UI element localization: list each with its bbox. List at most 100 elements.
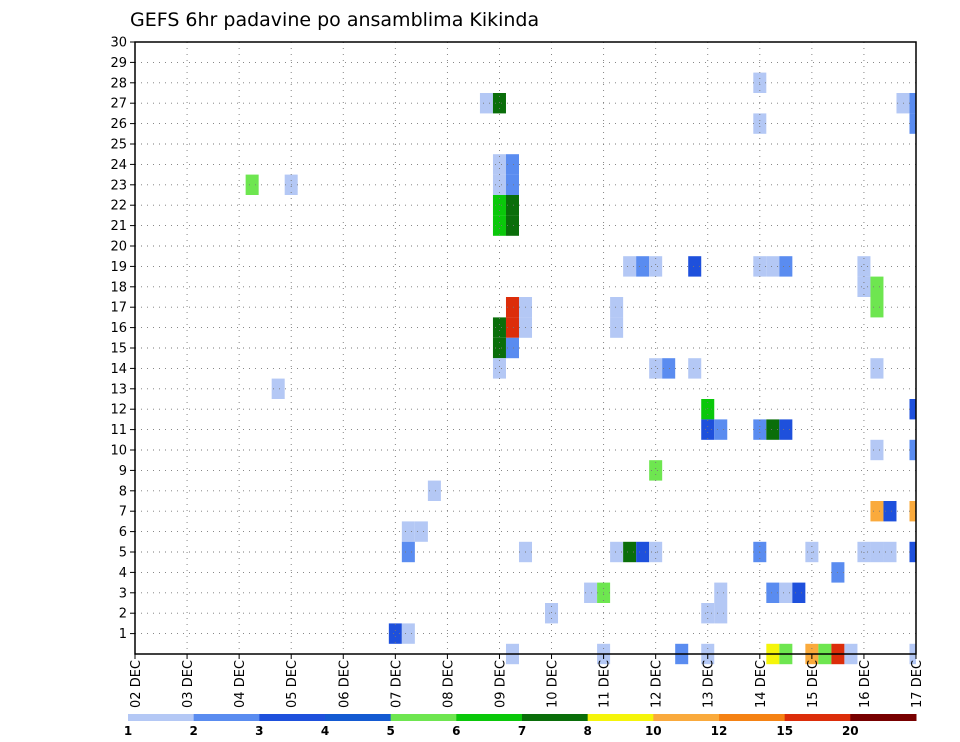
cell-m27-4	[909, 93, 916, 114]
cell-m5-62	[623, 541, 637, 563]
legend-label-15: 15	[776, 724, 793, 738]
legend-label-12: 12	[711, 724, 728, 738]
legend-swatch-3	[259, 714, 326, 721]
cell-m11-46	[714, 419, 728, 440]
x-tick-label-7: 09 DEC	[494, 660, 509, 708]
cell-m9-52	[649, 460, 663, 481]
legend-swatch-12	[850, 714, 917, 721]
cell-m7-54	[870, 501, 884, 522]
cell-m19-22	[766, 256, 780, 277]
cell-m2-79	[701, 603, 715, 624]
y-tick-label-26: 26	[110, 117, 127, 132]
legend-swatch-8	[587, 714, 654, 721]
cell-m5-70	[909, 541, 916, 563]
legend-label-8: 8	[584, 724, 592, 738]
y-tick-label-23: 23	[110, 178, 127, 193]
x-tick-label-14: 16 DEC	[858, 660, 873, 708]
x-tick-label-3: 05 DEC	[285, 660, 300, 708]
cell-m18-25	[857, 276, 871, 297]
y-tick-label-2: 2	[119, 607, 127, 622]
y-tick-label-21: 21	[110, 219, 127, 234]
x-tick-label-8: 10 DEC	[546, 660, 561, 708]
y-tick-label-7: 7	[119, 505, 127, 520]
legend-swatch-2	[193, 714, 260, 721]
cell-m3-76	[779, 582, 793, 603]
cells-layer	[245, 72, 916, 665]
grid-layer	[135, 42, 916, 654]
cell-m3-75	[766, 582, 780, 603]
y-tick-label-5: 5	[119, 546, 127, 561]
y-tick-label-9: 9	[119, 464, 127, 479]
cell-m1-82	[401, 623, 415, 644]
cell-m13-42	[271, 378, 285, 399]
y-tick-label-8: 8	[119, 484, 127, 499]
x-tick-label-10: 12 DEC	[650, 660, 665, 708]
cell-m5-68	[870, 541, 884, 563]
cell-m2-80	[714, 603, 728, 624]
y-tick-label-19: 19	[110, 260, 127, 275]
cell-m22-14	[505, 195, 519, 216]
legend-swatch-1	[128, 714, 195, 721]
x-tick-label-9: 11 DEC	[598, 660, 613, 708]
y-tick-label-25: 25	[110, 138, 127, 153]
cell-m17-27	[505, 297, 519, 318]
cell-m24-7	[492, 154, 506, 175]
legend-swatch-4	[325, 714, 392, 721]
legend-label-20: 20	[842, 724, 859, 738]
cell-m1-81	[388, 623, 402, 644]
y-tick-label-18: 18	[110, 280, 127, 295]
cell-m17-30	[870, 297, 884, 318]
cell-m23-11	[492, 174, 506, 195]
y-tick-label-16: 16	[110, 321, 127, 336]
y-tick-label-13: 13	[110, 382, 127, 397]
cell-m8-53	[427, 480, 441, 501]
cell-m19-23	[779, 256, 793, 277]
y-tick-label-12: 12	[110, 403, 127, 418]
legend-swatch-10	[719, 714, 786, 721]
x-tick-label-11: 13 DEC	[702, 660, 717, 708]
y-tick-label-1: 1	[119, 627, 127, 642]
legend-swatch-5	[390, 714, 457, 721]
cell-m14-39	[662, 358, 676, 379]
cell-m27-3	[896, 93, 910, 114]
x-tick-label-15: 17 DEC	[910, 660, 925, 708]
cell-m26-6	[909, 113, 916, 134]
legend: 1 2 3 4 5 6 7 8 10 12 15 20	[124, 714, 917, 738]
legend-label-1: 1	[124, 724, 132, 738]
cell-m17-29	[610, 297, 624, 318]
cell-m19-17	[623, 256, 637, 277]
y-tick-label-3: 3	[119, 586, 127, 601]
cell-m2-78	[545, 603, 559, 624]
legend-swatch-6	[456, 714, 523, 721]
cell-m5-61	[610, 541, 624, 563]
y-tick-label-15: 15	[110, 342, 127, 357]
cell-m18-26	[870, 276, 884, 297]
cell-m5-63	[636, 541, 650, 563]
x-tick-label-0: 02 DEC	[129, 660, 144, 708]
legend-label-5: 5	[387, 724, 395, 738]
x-tick-label-2: 04 DEC	[233, 660, 248, 708]
cell-m16-32	[505, 317, 519, 338]
cell-m11-45	[701, 419, 715, 440]
legend-label-7: 7	[518, 724, 526, 738]
cell-m12-44	[909, 399, 916, 420]
chart-title: GEFS 6hr padavine po ansamblima Kikinda	[130, 9, 539, 31]
cell-m24-8	[505, 154, 519, 175]
legend-label-4: 4	[321, 724, 329, 738]
y-tick-label-22: 22	[110, 199, 127, 214]
legend-swatch-7	[522, 714, 589, 721]
x-tick-label-1: 03 DEC	[181, 660, 196, 708]
cell-m14-38	[649, 358, 663, 379]
cell-m3-77	[792, 582, 806, 603]
y-tick-label-24: 24	[110, 158, 127, 173]
cell-m10-51	[909, 439, 916, 461]
cell-m5-69	[883, 541, 897, 563]
legend-label-10: 10	[645, 724, 662, 738]
cell-m16-31	[492, 317, 506, 338]
cell-m6-58	[414, 521, 428, 542]
cell-m19-18	[636, 256, 650, 277]
x-tick-label-13: 15 DEC	[806, 660, 821, 708]
legend-label-2: 2	[190, 724, 198, 738]
y-tick-label-14: 14	[110, 362, 127, 377]
x-tick-label-4: 06 DEC	[337, 660, 352, 708]
